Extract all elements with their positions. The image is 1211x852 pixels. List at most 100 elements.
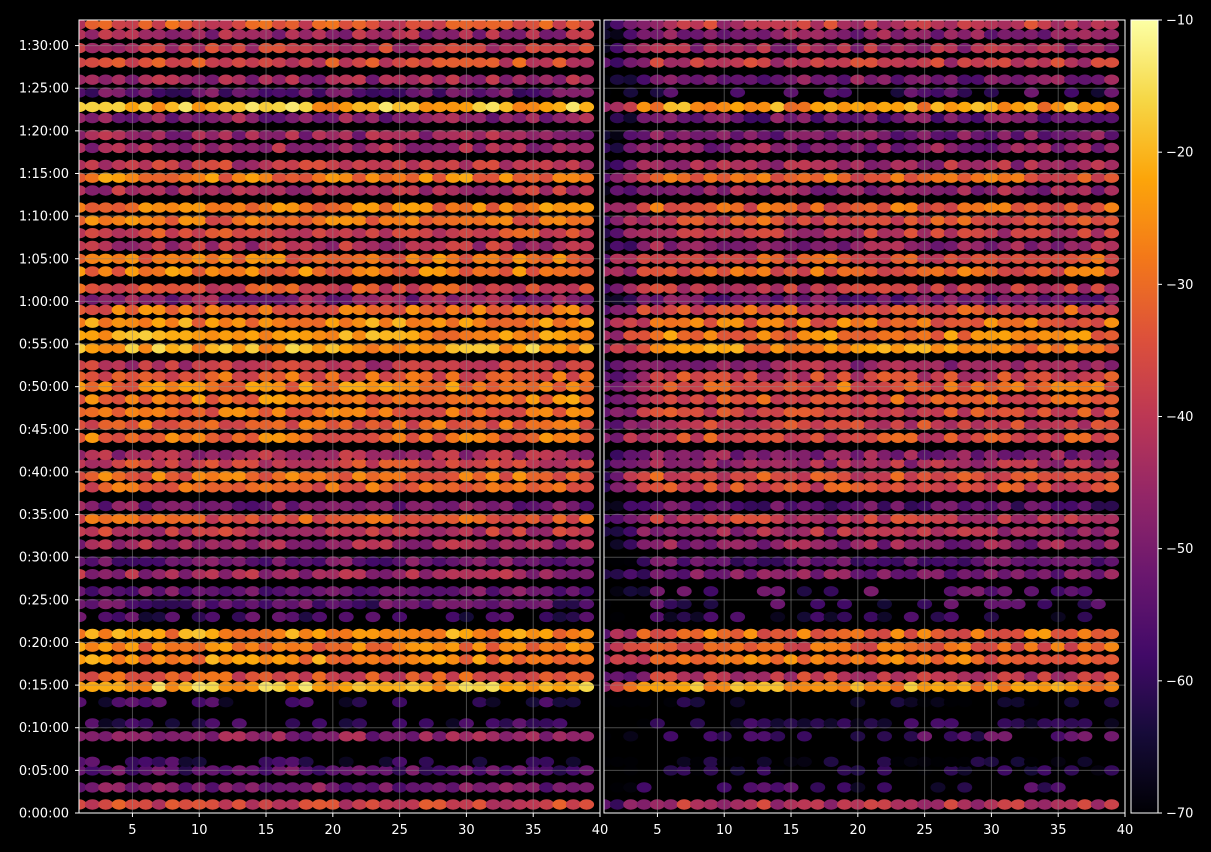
heatmap-cell (676, 556, 692, 567)
heatmap-cell (312, 432, 327, 443)
heatmap-cell (298, 87, 314, 98)
heatmap-cell (1024, 57, 1039, 68)
heatmap-cell (285, 586, 301, 597)
heatmap-cell (312, 112, 327, 124)
heatmap-cell (539, 500, 555, 512)
heatmap-cell (512, 598, 528, 610)
heatmap-cell (565, 172, 581, 183)
heatmap-cell (138, 317, 154, 328)
heatmap-cell (539, 304, 555, 316)
heatmap-cell (151, 57, 167, 68)
heatmap-cell (178, 228, 194, 239)
heatmap-cell (943, 159, 959, 171)
heatmap-cell (863, 419, 879, 431)
heatmap-cell (298, 101, 314, 113)
heatmap-cell (418, 266, 434, 277)
heatmap-cell (151, 101, 167, 113)
heatmap-cell (970, 641, 986, 652)
heatmap-cell (111, 57, 127, 68)
heatmap-cell (957, 87, 973, 98)
heatmap-cell (837, 283, 852, 294)
heatmap-cell (405, 500, 421, 512)
heatmap-cell (245, 240, 261, 252)
heatmap-cell (930, 228, 946, 239)
heatmap-cell (1104, 419, 1120, 431)
heatmap-cell (903, 304, 919, 316)
heatmap-cell (552, 718, 568, 729)
heatmap-cell (943, 294, 959, 305)
heatmap-cell (756, 228, 772, 239)
heatmap-cell (609, 782, 625, 793)
heatmap-cell (84, 129, 100, 141)
heatmap-cell (472, 500, 488, 512)
heatmap-cell (1064, 185, 1080, 196)
heatmap-cell (432, 172, 448, 183)
heatmap-cell (165, 317, 180, 328)
heatmap-cell (352, 419, 367, 431)
heatmap-cell (930, 697, 946, 708)
heatmap-cell (810, 628, 826, 640)
heatmap-cell (796, 129, 812, 141)
heatmap-cell (418, 343, 434, 354)
heatmap-cell (79, 101, 87, 113)
heatmap-cell (271, 29, 287, 40)
heatmap-cell (432, 371, 448, 382)
heatmap-cell (1077, 129, 1093, 141)
heatmap-cell (1077, 539, 1093, 550)
heatmap-cell (703, 42, 719, 54)
heatmap-cell (837, 294, 852, 305)
heatmap-cell (271, 731, 287, 742)
heatmap-cell (352, 29, 367, 40)
colorbar-tick-label: −20 (1166, 146, 1193, 161)
heatmap-cell (285, 266, 301, 277)
heatmap-cell (285, 697, 301, 708)
heatmap-cell (84, 142, 100, 154)
heatmap-cell (796, 185, 812, 196)
heatmap-cell (539, 266, 555, 277)
heatmap-cell (730, 228, 746, 239)
heatmap-cell (676, 407, 692, 418)
heatmap-cell (703, 266, 719, 277)
heatmap-cell (365, 586, 381, 597)
heatmap-cell (609, 240, 625, 252)
heatmap-cell (512, 185, 528, 196)
heatmap-cell (770, 471, 786, 482)
heatmap-cell (178, 101, 194, 113)
heatmap-cell (178, 394, 194, 405)
heatmap-cell (205, 718, 221, 729)
heatmap-cell (298, 782, 314, 793)
heatmap-cell (312, 482, 327, 493)
heatmap-cell (690, 159, 705, 171)
heatmap-cell (1077, 202, 1093, 213)
heatmap-cell (730, 482, 746, 493)
heatmap-cell (604, 20, 612, 30)
heatmap-cell (472, 129, 488, 141)
heatmap-cell (432, 586, 448, 597)
heatmap-cell (485, 304, 501, 316)
heatmap-cell (943, 394, 959, 405)
heatmap-cell (730, 419, 746, 431)
heatmap-cell (138, 539, 154, 550)
heatmap-cell (218, 360, 234, 371)
heatmap-cell (1090, 500, 1106, 512)
heatmap-cell (863, 185, 879, 196)
heatmap-cell (352, 598, 367, 610)
heatmap-cell (676, 343, 692, 354)
heatmap-cell (405, 57, 421, 68)
heatmap-cell (930, 407, 946, 418)
heatmap-cell (432, 330, 448, 341)
heatmap-cell (1037, 569, 1053, 580)
heatmap-cell (997, 294, 1013, 305)
heatmap-cell (472, 228, 488, 239)
heatmap-cell (690, 360, 705, 371)
heatmap-cell (352, 330, 367, 341)
heatmap-cell (432, 394, 448, 405)
heatmap-cell (579, 458, 595, 469)
heatmap-cell (756, 74, 772, 85)
heatmap-cell (472, 101, 488, 113)
heatmap-cell (418, 29, 434, 40)
heatmap-cell (245, 129, 261, 141)
heatmap-cell (1064, 283, 1080, 294)
heatmap-cell (1077, 20, 1093, 30)
heatmap-cell (604, 731, 612, 742)
